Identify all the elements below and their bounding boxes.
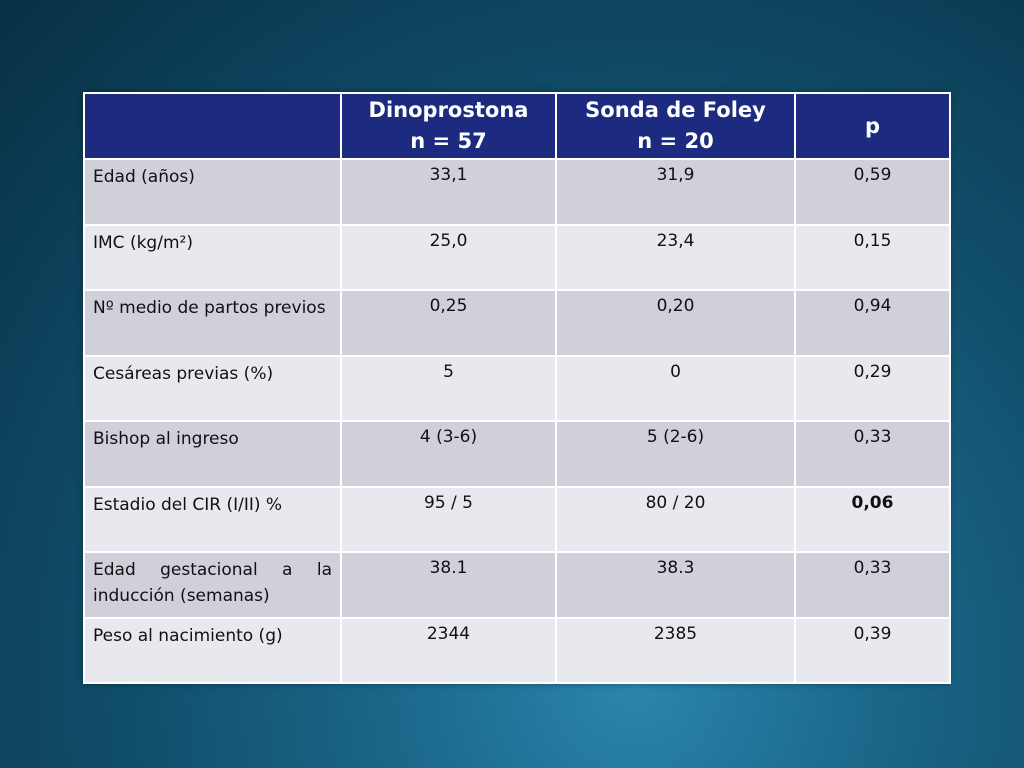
cell-foley: 2385 — [555, 616, 796, 684]
cell-dinoprostona: 33,1 — [340, 158, 557, 226]
table-header-row: Dinoprostona n = 57 Sonda de Foley n = 2… — [83, 92, 951, 160]
cell-p-value: 0,33 — [794, 420, 951, 488]
cell-dinoprostona: 38.1 — [340, 551, 557, 619]
comparison-table: Dinoprostona n = 57 Sonda de Foley n = 2… — [83, 92, 951, 684]
cell-p-value: 0,29 — [794, 354, 951, 422]
table-row: Cesáreas previas (%) 5 0 0,29 — [83, 354, 951, 422]
table-row: IMC (kg/m²) 25,0 23,4 0,15 — [83, 223, 951, 291]
table-row: Edad (años) 33,1 31,9 0,59 — [83, 158, 951, 226]
table-row: Bishop al ingreso 4 (3-6) 5 (2-6) 0,33 — [83, 420, 951, 488]
cell-p-value: 0,15 — [794, 223, 951, 291]
cell-dinoprostona: 95 / 5 — [340, 485, 557, 553]
table-row: Nº medio de partos previos 0,25 0,20 0,9… — [83, 289, 951, 357]
cell-foley: 23,4 — [555, 223, 796, 291]
row-label: Bishop al ingreso — [83, 420, 342, 488]
cell-foley: 5 (2-6) — [555, 420, 796, 488]
cell-p-value: 0,94 — [794, 289, 951, 357]
cell-foley: 0 — [555, 354, 796, 422]
header-sonda-foley: Sonda de Foley n = 20 — [555, 92, 796, 160]
row-label: Edad (años) — [83, 158, 342, 226]
cell-p-value: 0,33 — [794, 551, 951, 619]
header-dinoprostona: Dinoprostona n = 57 — [340, 92, 557, 160]
cell-p-value: 0,06 — [794, 485, 951, 553]
header-dinoprostona-title: Dinoprostona — [368, 98, 529, 122]
cell-foley: 38.3 — [555, 551, 796, 619]
cell-p-value: 0,39 — [794, 616, 951, 684]
cell-foley: 80 / 20 — [555, 485, 796, 553]
table-row: Estadio del CIR (I/II) % 95 / 5 80 / 20 … — [83, 485, 951, 553]
table-row: Peso al nacimiento (g) 2344 2385 0,39 — [83, 616, 951, 684]
cell-dinoprostona: 25,0 — [340, 223, 557, 291]
cell-dinoprostona: 5 — [340, 354, 557, 422]
header-corner-cell — [83, 92, 342, 160]
comparison-table-container: Dinoprostona n = 57 Sonda de Foley n = 2… — [83, 92, 951, 684]
header-p-title: p — [864, 113, 881, 138]
header-p-value: p — [794, 92, 951, 160]
row-label: IMC (kg/m²) — [83, 223, 342, 291]
cell-dinoprostona: 2344 — [340, 616, 557, 684]
cell-dinoprostona: 4 (3-6) — [340, 420, 557, 488]
cell-p-value: 0,59 — [794, 158, 951, 226]
header-dinoprostona-n: n = 57 — [410, 129, 487, 153]
row-label: Estadio del CIR (I/II) % — [83, 485, 342, 553]
table-row: Edad gestacional a la inducción (semanas… — [83, 551, 951, 619]
cell-foley: 0,20 — [555, 289, 796, 357]
row-label: Peso al nacimiento (g) — [83, 616, 342, 684]
header-foley-title: Sonda de Foley — [585, 98, 766, 122]
cell-dinoprostona: 0,25 — [340, 289, 557, 357]
header-foley-n: n = 20 — [637, 129, 714, 153]
row-label: Edad gestacional a la inducción (semanas… — [83, 551, 342, 619]
cell-foley: 31,9 — [555, 158, 796, 226]
row-label: Nº medio de partos previos — [83, 289, 342, 357]
row-label: Cesáreas previas (%) — [83, 354, 342, 422]
